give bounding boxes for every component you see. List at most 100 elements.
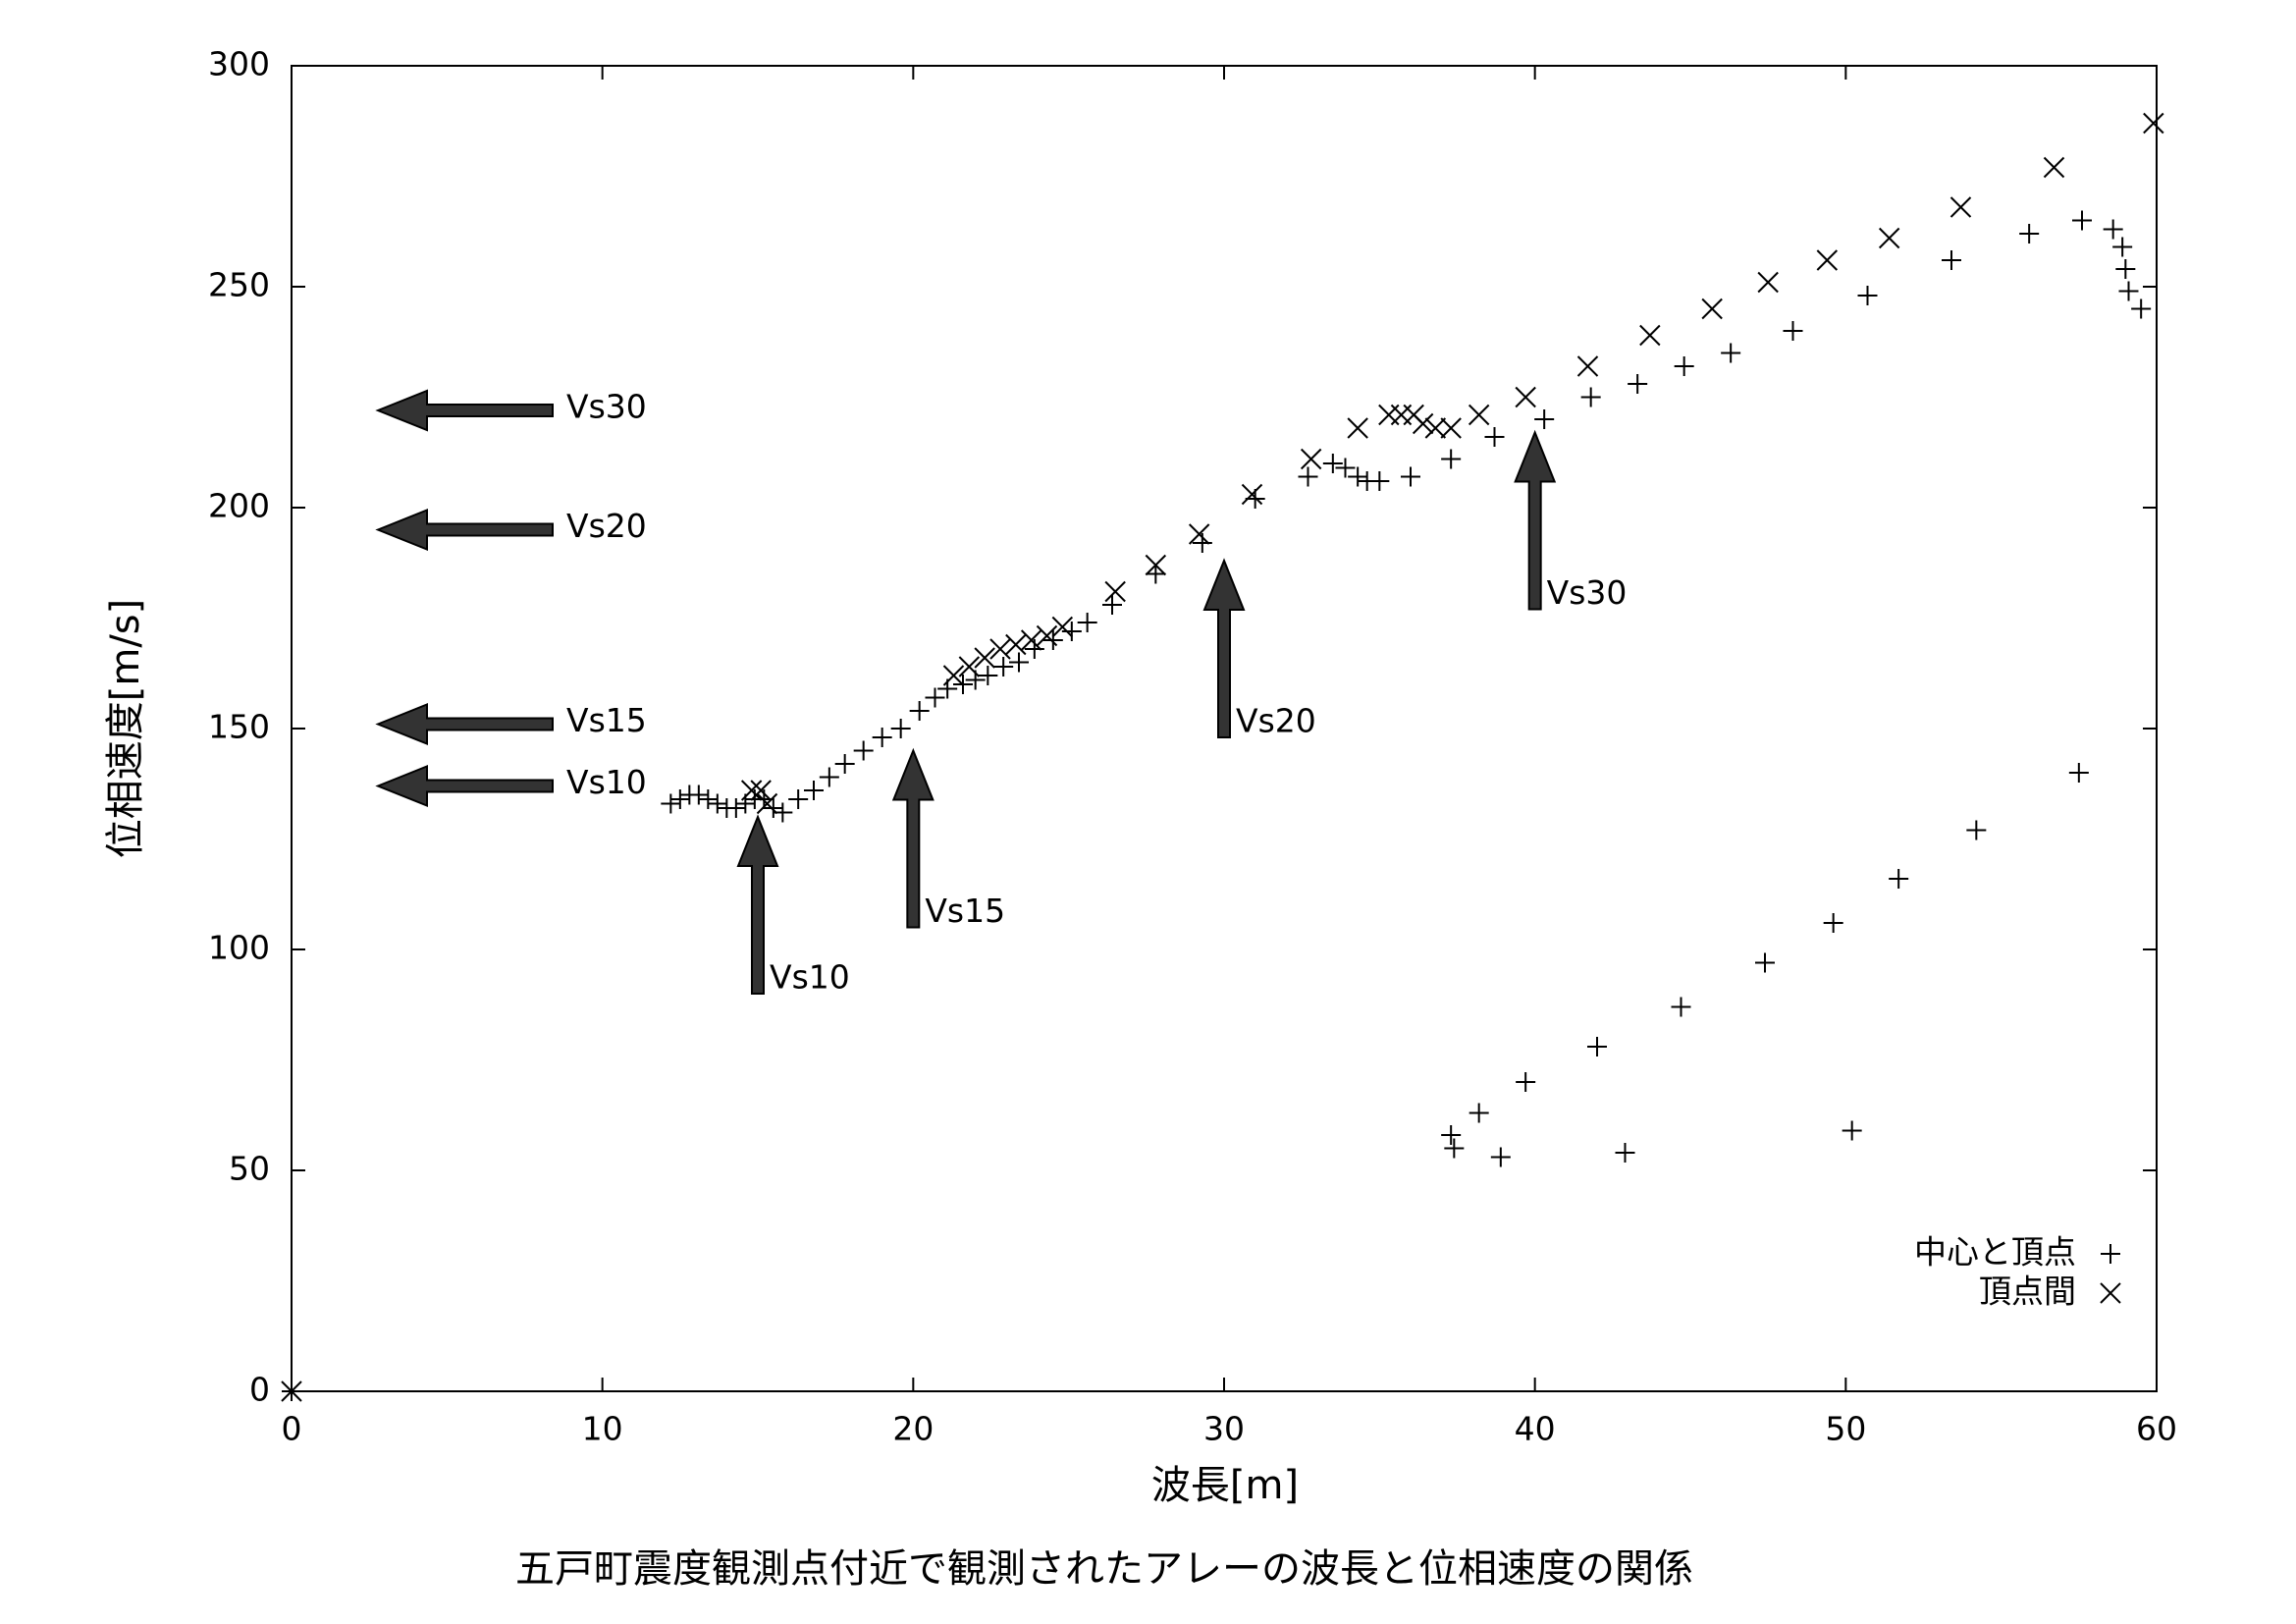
x-tick-label: 60 [2136,1410,2177,1448]
point [958,656,981,677]
point [1783,321,1803,341]
point [2103,219,2123,240]
legend-marker [2100,1282,2121,1304]
arrow-label: Vs30 [1547,573,1628,612]
point [688,785,709,805]
arrow [375,389,554,432]
point [1145,554,1167,576]
arrow-label: Vs20 [566,507,647,545]
point [978,666,998,685]
point [1516,1072,1536,1092]
point [2143,112,2164,135]
point [1755,952,1775,973]
point [1468,404,1490,426]
point [1576,355,1599,377]
point [2115,259,2136,279]
point [1534,409,1555,429]
point [989,638,1011,660]
point [1020,629,1042,651]
point [661,793,681,814]
point [1347,417,1368,439]
point [2019,224,2040,244]
point [1104,580,1126,603]
point [1966,820,1987,840]
y-tick-label: 200 [208,487,270,525]
point [1671,997,1691,1017]
point [281,1380,302,1402]
point [669,789,690,809]
legend-marker [2101,1244,2120,1264]
point [1042,630,1063,650]
point [872,728,892,747]
point [804,781,824,800]
y-tick-label: 300 [208,45,270,83]
x-tick-label: 0 [282,1410,302,1448]
y-axis-label: 位相速度[m/s] [103,599,148,859]
point [1515,386,1536,408]
point [2112,237,2133,257]
arrow [375,509,554,551]
arrow [891,747,934,929]
point [1857,286,1878,305]
y-tick-label: 150 [208,708,270,746]
point [1061,622,1082,641]
point [1816,249,1839,271]
arrow [1514,429,1557,611]
point [1441,1125,1462,1145]
point [750,780,772,801]
arrow [375,703,554,745]
arrow-label: Vs10 [770,958,850,997]
point [1580,387,1601,407]
point [2131,298,2152,319]
x-tick-label: 40 [1515,1410,1556,1448]
point [2118,281,2139,301]
point [1335,458,1356,478]
arrow-label: Vs15 [925,892,1005,930]
arrow-label: Vs20 [1236,702,1316,740]
point [1484,427,1505,447]
point [1424,417,1447,439]
point [2068,763,2089,783]
x-axis-label: 波長[m] [1151,1463,1299,1508]
point [763,798,783,818]
x-tick-label: 50 [1825,1410,1866,1448]
point [1468,1103,1489,1123]
arrow-label: Vs10 [566,763,647,801]
point [1615,1143,1635,1163]
point [1628,374,1648,394]
y-tick-label: 50 [229,1150,270,1188]
point [788,789,809,809]
point [1701,298,1723,320]
point [1300,448,1322,470]
point [1005,633,1027,656]
point [1444,1138,1465,1159]
point [756,792,778,815]
point [1369,471,1390,491]
point [890,719,911,738]
x-tick-label: 10 [582,1410,623,1448]
point [1298,466,1318,487]
point [1077,613,1097,632]
x-tick-label: 30 [1203,1410,1245,1448]
legend-label: 中心と頂点 [1914,1233,2076,1272]
point [1146,564,1166,584]
point [1051,616,1074,638]
point [1348,466,1368,487]
point [740,780,763,801]
point [725,798,746,818]
point [909,701,930,721]
legend-label: 頂点間 [1979,1272,2076,1311]
point [1441,449,1462,469]
point [1949,196,1972,218]
point [942,665,965,686]
point [698,789,719,809]
arrow [1202,558,1246,738]
point [1241,483,1263,506]
point [707,793,727,814]
point [974,647,995,669]
point [1942,250,1961,270]
point [993,657,1014,677]
point [2043,156,2065,179]
point [1878,227,1900,249]
